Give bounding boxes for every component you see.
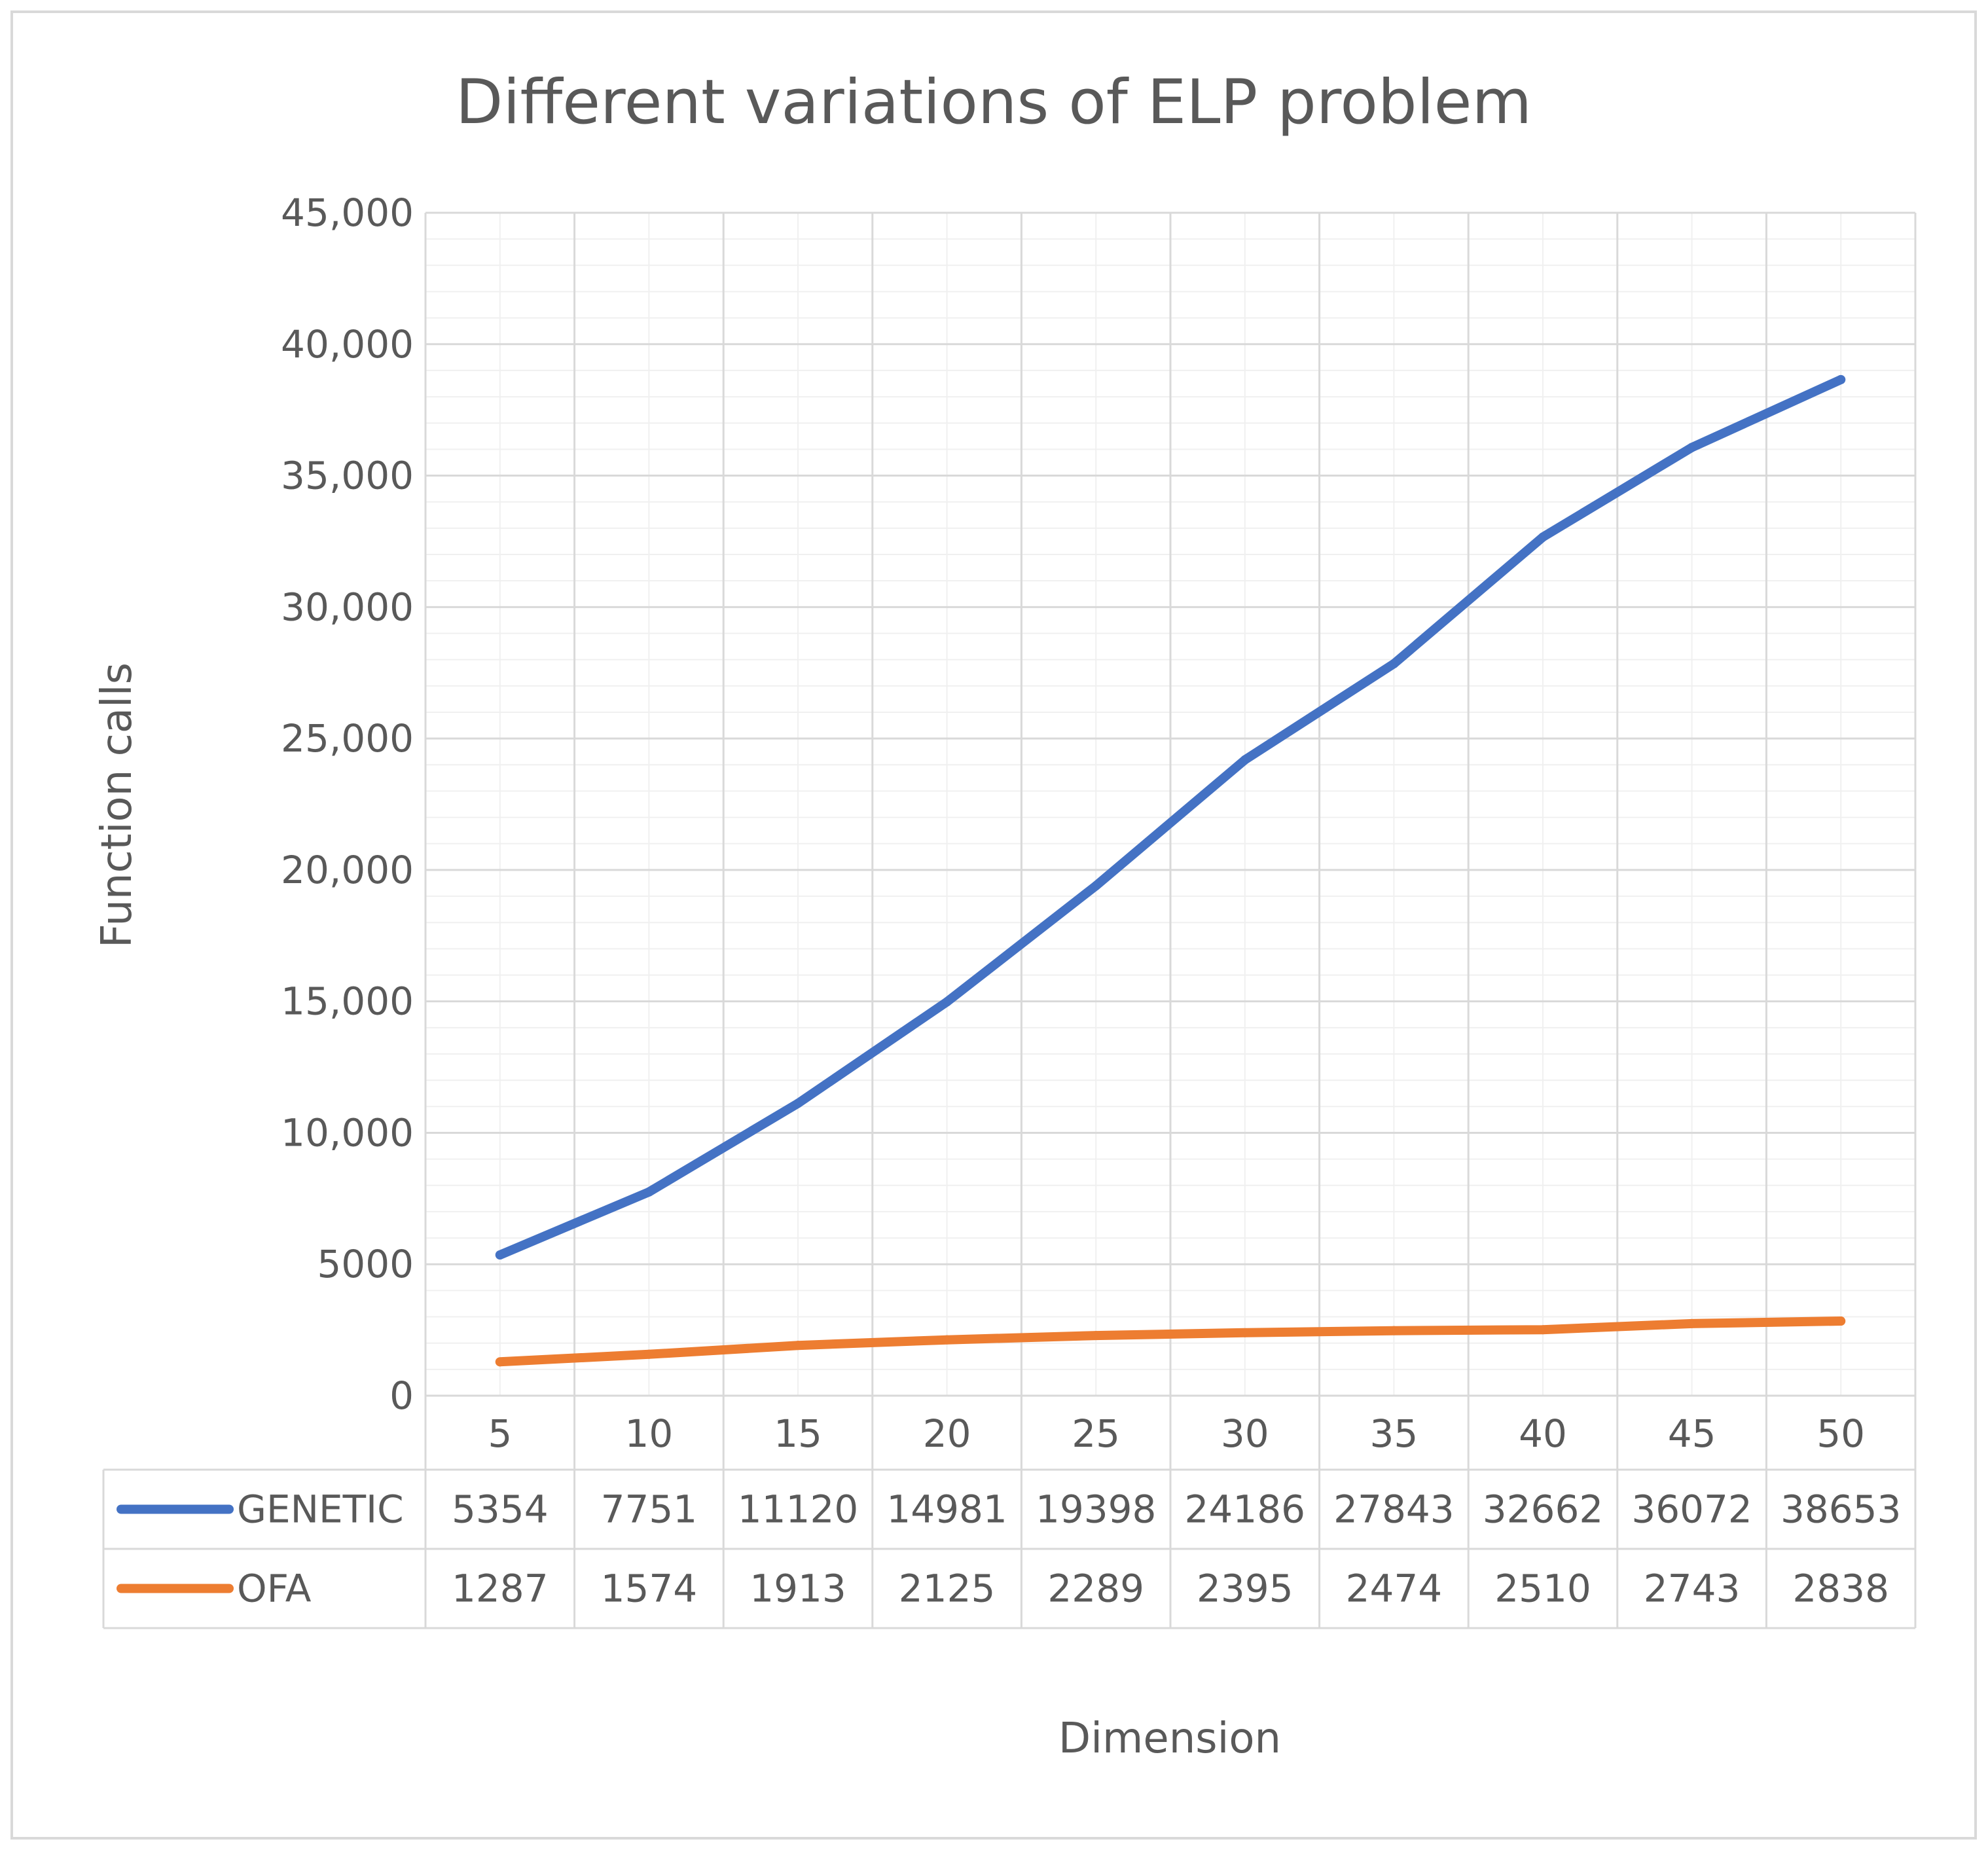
table-value-ofa: 2289 [1047, 1567, 1144, 1611]
table-value-ofa: 2395 [1197, 1567, 1293, 1611]
x-tick-label: 45 [1668, 1411, 1716, 1456]
y-axis-ticks: 0 5000 10,000 15,000 20,000 25,000 30,000 35,00… [281, 190, 414, 1418]
data-point-ofa [1091, 1331, 1101, 1341]
data-point-genetic [644, 1187, 654, 1197]
table-value-genetic: 11120 [738, 1487, 859, 1532]
y-tick-label: 5000 [317, 1242, 414, 1286]
data-point-ofa [1836, 1316, 1846, 1326]
x-tick-label: 20 [923, 1411, 971, 1456]
x-tick-label: 50 [1816, 1411, 1865, 1456]
x-tick-label: 15 [774, 1411, 822, 1456]
y-tick-label: 10,000 [281, 1110, 414, 1155]
table-value-genetic: 38653 [1780, 1487, 1902, 1532]
data-point-ofa [1240, 1328, 1250, 1337]
data-table: 5 10 15 20 25 30 35 40 45 50 GENETIC 5354 7751 11120 1… [102, 1396, 1917, 1629]
table-value-genetic: 27843 [1333, 1487, 1455, 1532]
y-tick-label: 35,000 [281, 454, 414, 498]
table-value-genetic: 24186 [1185, 1487, 1306, 1532]
x-tick-label: 30 [1221, 1411, 1269, 1456]
y-tick-label: 0 [389, 1373, 414, 1418]
legend-label-ofa: OFA [237, 1567, 312, 1611]
y-tick-label: 45,000 [281, 190, 414, 235]
table-value-ofa: 1287 [452, 1567, 549, 1611]
data-point-genetic [793, 1098, 803, 1108]
series-lines [495, 374, 1846, 1367]
data-point-genetic [942, 997, 952, 1007]
series-line-ofa [495, 1316, 1846, 1367]
table-value-genetic: 32662 [1483, 1487, 1604, 1532]
table-value-ofa: 1913 [750, 1567, 846, 1611]
data-point-ofa [942, 1335, 952, 1345]
data-point-genetic [1091, 881, 1101, 891]
grid-lines [424, 211, 1917, 1397]
data-point-ofa [644, 1349, 654, 1359]
table-value-ofa: 1574 [601, 1567, 698, 1611]
table-value-ofa: 2743 [1644, 1567, 1741, 1611]
y-tick-label: 40,000 [281, 322, 414, 367]
x-tick-label: 5 [488, 1411, 512, 1456]
data-point-ofa [1538, 1325, 1547, 1335]
y-tick-label: 15,000 [281, 979, 414, 1024]
y-tick-label: 30,000 [281, 585, 414, 629]
series-line-genetic [495, 374, 1846, 1260]
table-value-ofa: 2125 [899, 1567, 996, 1611]
y-tick-label: 25,000 [281, 716, 414, 761]
y-tick-label: 20,000 [281, 848, 414, 892]
x-tick-label: 35 [1369, 1411, 1418, 1456]
table-value-genetic: 5354 [452, 1487, 549, 1532]
table-value-genetic: 36072 [1631, 1487, 1752, 1532]
table-value-genetic: 7751 [601, 1487, 698, 1532]
x-tick-label: 25 [1072, 1411, 1120, 1456]
x-axis-title: Dimension [1058, 1714, 1281, 1763]
data-point-genetic [1836, 374, 1846, 384]
data-point-ofa [495, 1357, 505, 1367]
data-point-ofa [793, 1341, 803, 1351]
table-value-genetic: 19398 [1036, 1487, 1157, 1532]
data-point-genetic [1687, 443, 1697, 452]
chart-border [10, 10, 1977, 1840]
table-value-ofa: 2838 [1792, 1567, 1889, 1611]
x-tick-label: 40 [1519, 1411, 1567, 1456]
data-point-genetic [1240, 755, 1250, 765]
table-value-genetic: 14981 [886, 1487, 1007, 1532]
legend-label-genetic: GENETIC [237, 1487, 404, 1532]
data-point-ofa [1389, 1326, 1399, 1335]
table-value-ofa: 2474 [1346, 1567, 1443, 1611]
data-point-ofa [1687, 1318, 1697, 1328]
data-point-genetic [1389, 659, 1399, 668]
y-axis-title: Function calls [93, 662, 141, 948]
x-tick-label: 10 [624, 1411, 673, 1456]
chart-title: Different variations of ELP problem [456, 67, 1532, 138]
data-point-genetic [495, 1250, 505, 1260]
table-value-ofa: 2510 [1494, 1567, 1591, 1611]
data-point-genetic [1538, 532, 1547, 542]
